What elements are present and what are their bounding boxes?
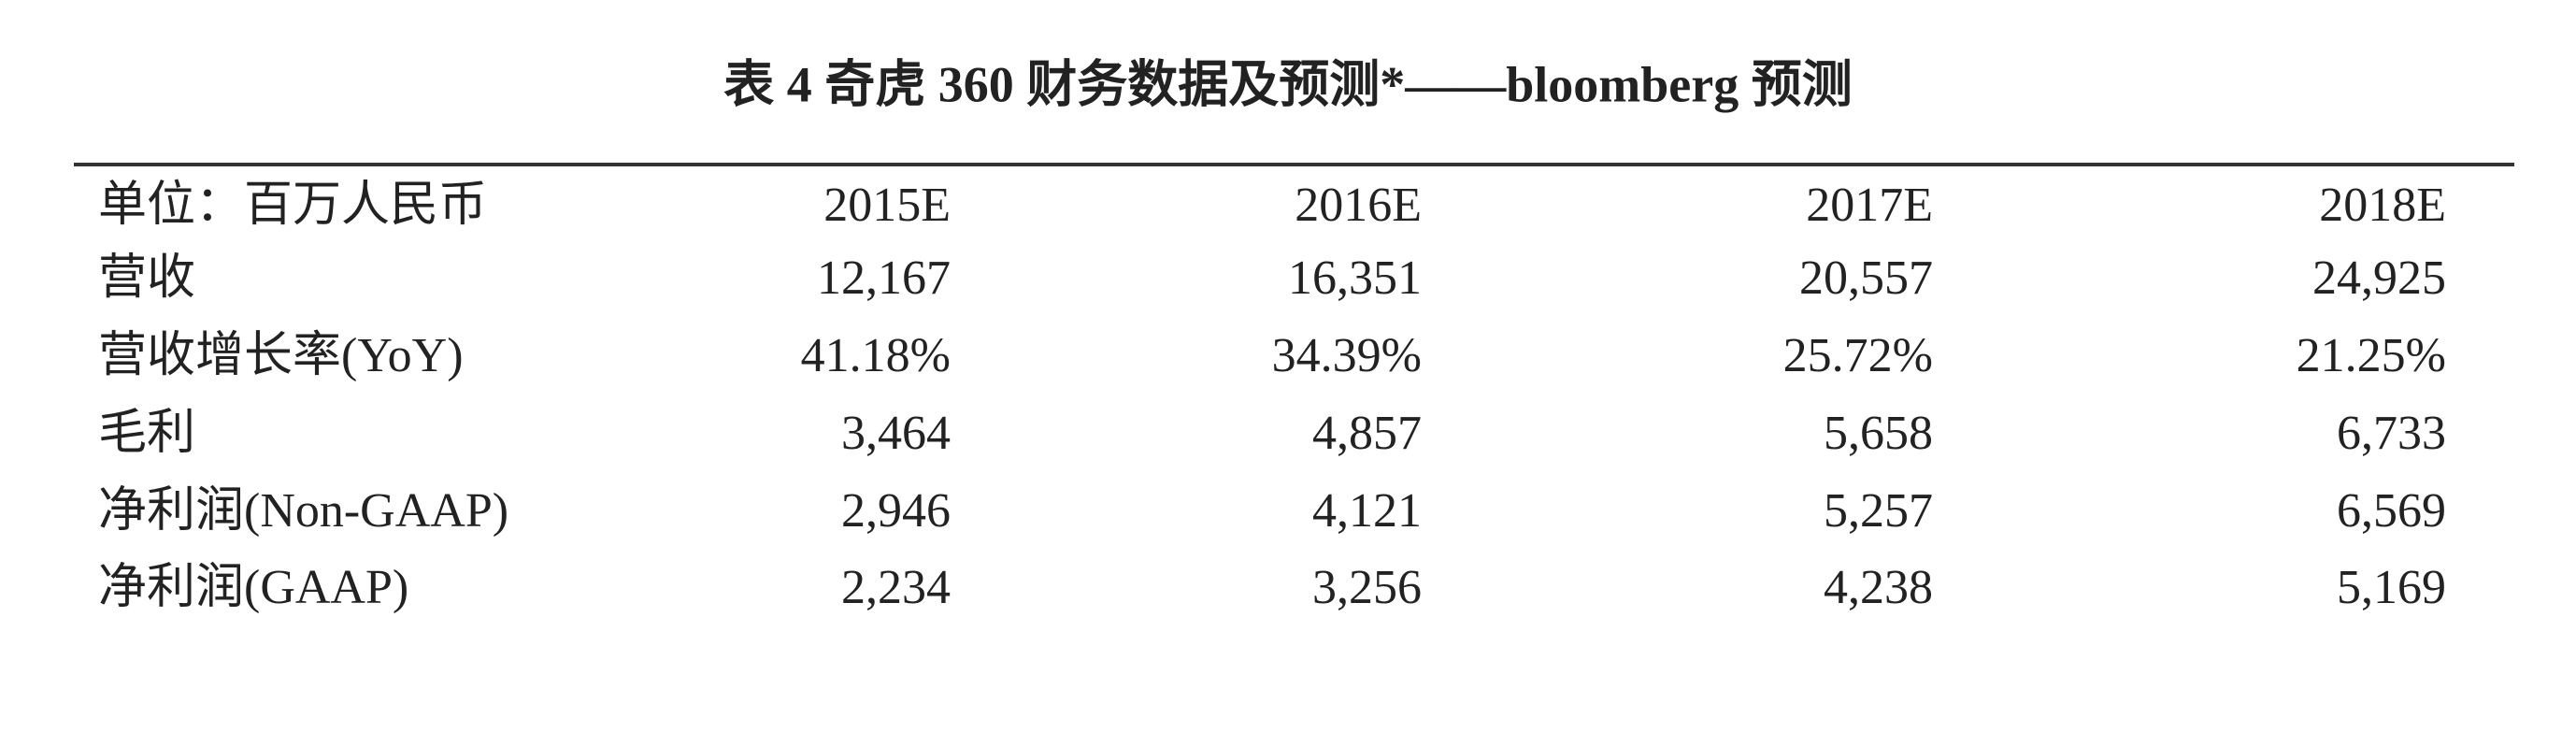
table-cell: 3,256 [1312, 561, 1422, 614]
column-header: 2016E [1295, 179, 1422, 232]
table-cell: 5,257 [1824, 484, 1933, 538]
table-cell: 6,733 [2337, 407, 2446, 460]
table-cell: 2,946 [841, 484, 951, 538]
table-cell: 34.39% [1272, 329, 1422, 382]
row-label: 净利润(Non-GAAP) [98, 484, 508, 538]
row-label: 营收 [98, 251, 195, 305]
table-cell: 6,569 [2337, 484, 2446, 538]
table-cell: 4,857 [1312, 407, 1422, 460]
table-cell: 4,121 [1312, 484, 1422, 538]
table-cell: 2,234 [841, 561, 951, 614]
column-header: 2018E [2319, 179, 2446, 232]
table-title: 表 4 奇虎 360 财务数据及预测*——bloomberg 预测 [723, 56, 1852, 112]
row-label: 营收增长率(YoY) [98, 329, 464, 382]
table-cell: 24,925 [2312, 251, 2446, 305]
unit-label: 单位：百万人民币 [98, 179, 487, 232]
table-cell: 25.72% [1783, 329, 1933, 382]
column-header: 2015E [823, 179, 951, 232]
table-cell: 4,238 [1824, 561, 1933, 614]
column-header: 2017E [1806, 179, 1933, 232]
table-cell: 16,351 [1288, 251, 1422, 305]
table-cell: 12,167 [817, 251, 951, 305]
table-cell: 5,658 [1824, 407, 1933, 460]
row-label: 毛利 [98, 407, 195, 460]
table-cell: 5,169 [2337, 561, 2446, 614]
row-label: 净利润(GAAP) [98, 561, 408, 614]
table-cell: 20,557 [1799, 251, 1933, 305]
table-cell: 21.25% [2297, 329, 2446, 382]
table-cell: 41.18% [801, 329, 951, 382]
table-cell: 3,464 [841, 407, 951, 460]
